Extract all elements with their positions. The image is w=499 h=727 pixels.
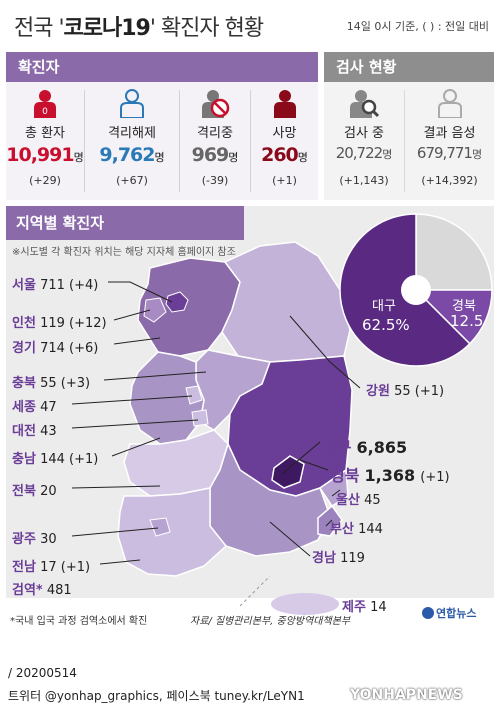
map-region-jeonnam bbox=[117, 487, 228, 577]
region-label-gyeonggi: 경기 714 (+6) bbox=[12, 341, 99, 356]
map-region-incheon bbox=[143, 297, 167, 323]
stat-total-value: 10,991명 bbox=[6, 144, 84, 166]
stat-released-value: 9,762명 bbox=[99, 144, 165, 166]
stat-negative: 결과 음성 679,771명 (+14,392) bbox=[405, 82, 494, 200]
region-label-gwangju: 광주 30 bbox=[12, 532, 57, 547]
person-outline-blue-icon bbox=[120, 89, 144, 118]
map-region-gangwon bbox=[221, 241, 351, 363]
region-label-ulsan: 울산 45 bbox=[336, 493, 381, 508]
stat-testing-change: (+1,143) bbox=[339, 174, 389, 187]
stat-deaths-value: 260명 bbox=[261, 144, 308, 166]
map-region-jeju bbox=[271, 593, 339, 615]
map-region-gwangju bbox=[149, 517, 171, 537]
stat-isolated: 격리중 969명 (-39) bbox=[180, 82, 250, 200]
test-section-header: 검사 현황 bbox=[324, 52, 494, 82]
stat-total-change: (+29) bbox=[29, 174, 61, 187]
source-note: 자료/ 질병관리본부, 중앙방역대책본부 bbox=[190, 616, 351, 627]
region-label-gyeongbuk: 경북 1,368 (+1) bbox=[330, 466, 450, 485]
divider bbox=[404, 90, 405, 192]
person-outline-gray-icon bbox=[437, 89, 462, 118]
globe-icon bbox=[422, 607, 434, 619]
region-label-chungnam: 충남 144 (+1) bbox=[12, 452, 99, 467]
pie-label-daegu-value: 62.5% bbox=[362, 316, 410, 334]
stat-deaths-change: (+1) bbox=[272, 174, 297, 187]
stat-released: 격리해제 9,762명 (+67) bbox=[85, 82, 179, 200]
region-label-daejeon: 대전 43 bbox=[12, 424, 57, 439]
reference-note: 14일 0시 기준, ( ) : 전일 대비 bbox=[346, 20, 489, 33]
region-label-busan: 부산 144 bbox=[330, 522, 383, 537]
regional-section-header: 지역별 확진자 bbox=[6, 206, 244, 240]
stat-isolated-label: 격리중 bbox=[197, 126, 233, 141]
map-region-sejong bbox=[185, 385, 203, 405]
map-region-ulsan bbox=[318, 468, 349, 508]
divider bbox=[250, 90, 251, 192]
confirmed-stats-panel: 0 총 환자 10,991명 (+29) 격리해제 9,762명 (+67) 격… bbox=[6, 82, 318, 200]
pie-label-gyeongbuk-value: 12.5 bbox=[450, 312, 483, 330]
region-label-chungbuk: 충북 55 (+3) bbox=[12, 376, 91, 391]
stat-total: 0 총 환자 10,991명 (+29) bbox=[6, 82, 84, 200]
test-stats-panel: 검사 중 20,722명 (+1,143) 결과 음성 679,771명 (+1… bbox=[324, 82, 494, 200]
stat-negative-label: 결과 음성 bbox=[423, 126, 476, 141]
map-region-daejeon bbox=[191, 409, 209, 427]
map-region-busan bbox=[317, 504, 343, 537]
pie-slice-other bbox=[415, 213, 493, 291]
map-region-seoul bbox=[165, 291, 189, 313]
quarantine-footnote: *국내 입국 과정 검역소에서 확진 bbox=[10, 616, 148, 627]
divider bbox=[84, 90, 85, 192]
page-title: 전국 '코로나19' 확진자 현황 bbox=[14, 10, 264, 42]
stat-isolated-change: (-39) bbox=[201, 174, 229, 187]
divider bbox=[179, 90, 180, 192]
yonhap-logo: 연합뉴스 bbox=[422, 605, 476, 621]
person-darkred-icon bbox=[273, 90, 296, 118]
region-label-daegu: 대구 6,865 bbox=[322, 438, 408, 457]
pie-label-gyeongbuk-name: 경북 bbox=[452, 299, 476, 314]
stat-testing-label: 검사 중 bbox=[343, 126, 384, 141]
leader-lines bbox=[71, 281, 361, 565]
stat-testing: 검사 중 20,722명 (+1,143) bbox=[324, 82, 404, 200]
pie-label-daegu-name: 대구 bbox=[372, 299, 396, 314]
title-emphasis: 코로나19 bbox=[63, 16, 151, 41]
pie-slice-1 bbox=[414, 289, 493, 345]
region-label-gyeongnam: 경남 119 bbox=[312, 551, 365, 566]
confirmed-section-header: 확진자 bbox=[6, 52, 318, 82]
stat-deaths: 사망 260명 (+1) bbox=[251, 82, 318, 200]
stat-negative-value: 679,771명 bbox=[416, 144, 483, 162]
publish-date: / 20200514 bbox=[8, 666, 77, 680]
regional-note: ※시도별 각 확진자 위치는 해당 지자체 홈페이지 참조 bbox=[12, 247, 236, 258]
stat-negative-change: (+14,392) bbox=[421, 174, 478, 187]
region-label-sejong: 세종 47 bbox=[12, 400, 57, 415]
stat-total-label: 총 환자 bbox=[24, 126, 65, 141]
stat-deaths-label: 사망 bbox=[272, 126, 297, 141]
regional-pie-chart: 대구 62.5% 경북 12.5 bbox=[339, 213, 493, 367]
stat-isolated-value: 969명 bbox=[191, 144, 239, 166]
region-label-quarantine: 검역* 481 bbox=[12, 583, 72, 598]
map-region-daegu bbox=[271, 455, 305, 489]
stat-released-label: 격리해제 bbox=[108, 126, 156, 141]
stat-testing-value: 20,722명 bbox=[335, 144, 393, 162]
jeju-divider bbox=[239, 575, 271, 607]
title-prefix: 전국 ' bbox=[14, 16, 65, 41]
pie-center-hole bbox=[401, 275, 431, 305]
region-label-seoul: 서울 711 (+4) bbox=[12, 278, 99, 293]
svg-text:0: 0 bbox=[42, 107, 48, 117]
person-search-icon bbox=[350, 90, 379, 118]
region-label-jeju: 제주 14 bbox=[342, 600, 387, 615]
watermark: YONHAPNEWS bbox=[350, 687, 463, 703]
map-region-gyeongnam bbox=[209, 441, 331, 557]
region-label-jeonbuk: 전북 20 bbox=[12, 484, 57, 499]
stat-released-change: (+67) bbox=[116, 174, 148, 187]
region-label-incheon: 인천 119 (+12) bbox=[12, 316, 107, 331]
title-suffix: ' 확진자 현황 bbox=[149, 16, 264, 41]
person-red-icon: 0 bbox=[34, 90, 56, 118]
region-label-gangwon: 강원 55 (+1) bbox=[366, 384, 445, 399]
region-label-jeonnam: 전남 17 (+1) bbox=[12, 560, 91, 575]
sns-links: 트위터 @yonhap_graphics, 페이스북 tuney.kr/LeYN… bbox=[8, 689, 305, 703]
person-blocked-icon bbox=[202, 90, 230, 118]
